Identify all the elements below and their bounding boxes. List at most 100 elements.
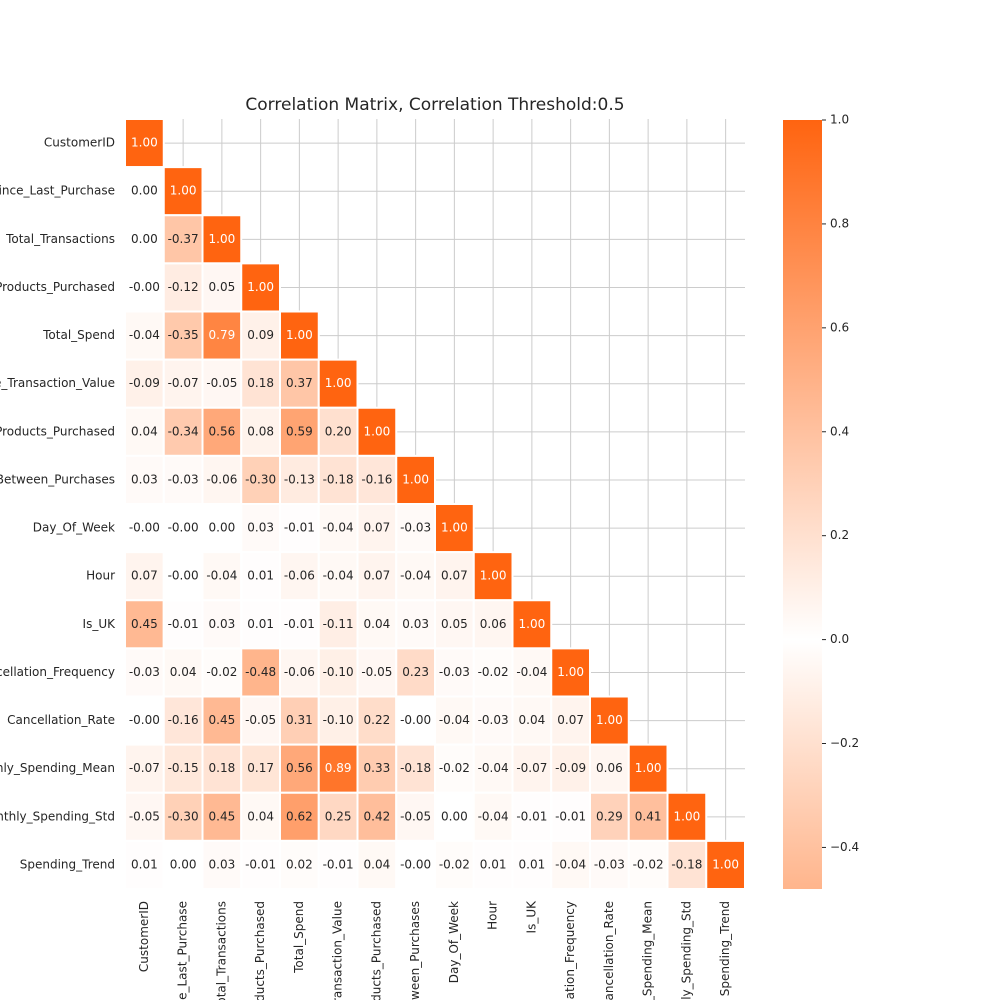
cell-label: -0.07 (168, 376, 199, 390)
cell-label: -0.01 (245, 857, 276, 871)
x-tick-label: CustomerID (137, 901, 151, 972)
cell-label: -0.05 (400, 809, 431, 823)
cell-label: -0.07 (129, 761, 160, 775)
cell-label: 0.01 (247, 569, 274, 583)
y-tick-label: Days_Since_Last_Purchase (0, 184, 115, 198)
cell-label: 0.07 (131, 569, 158, 583)
cell-label: 1.00 (402, 472, 429, 486)
heatmap-cell (395, 839, 436, 890)
cell-label: 0.18 (209, 761, 236, 775)
heatmap-cell (434, 695, 475, 746)
cell-label: -0.01 (323, 857, 354, 871)
x-tick-label: Cancellation_Frequency (563, 901, 577, 1000)
cell-label: 0.20 (325, 424, 352, 438)
heatmap-cell (550, 839, 591, 890)
cell-label: 0.45 (209, 713, 236, 727)
cell-label: -0.01 (555, 809, 586, 823)
heatmap-cell (201, 503, 243, 554)
heatmap-cell (162, 262, 204, 313)
cell-label: 0.07 (441, 569, 468, 583)
cell-label: 0.17 (247, 761, 274, 775)
heatmap-cell (124, 310, 165, 361)
cell-label: 0.89 (325, 761, 352, 775)
cell-label: -0.35 (168, 328, 199, 342)
cell-label: 0.05 (441, 617, 468, 631)
y-tick-label: Total_Transactions (5, 232, 115, 246)
heatmap-cell (201, 551, 243, 602)
cell-label: 1.00 (480, 569, 507, 583)
cell-label: -0.13 (284, 472, 315, 486)
heatmap-cell (434, 743, 475, 794)
heatmap-cell (550, 647, 591, 698)
cell-label: -0.37 (168, 232, 199, 246)
cell-label: -0.03 (439, 665, 470, 679)
cell-label: -0.02 (206, 665, 237, 679)
cell-label: 0.04 (519, 713, 546, 727)
cell-label: 1.00 (364, 424, 391, 438)
cell-label: 1.00 (519, 617, 546, 631)
colorbar-tick-label: 0.2 (830, 528, 849, 542)
heatmap-cell (162, 839, 204, 890)
heatmap-cell (201, 214, 243, 265)
x-tick-label: Day_Of_Week (447, 901, 461, 983)
cell-label: 1.00 (635, 761, 662, 775)
heatmap-cell (472, 551, 514, 602)
cell-label: -0.01 (168, 617, 199, 631)
heatmap-cell (124, 599, 165, 650)
heatmap-cell (124, 551, 165, 602)
cell-label: 0.33 (364, 761, 391, 775)
cell-label: 0.56 (209, 424, 236, 438)
cell-label: -0.16 (361, 472, 392, 486)
cell-label: -0.11 (323, 617, 354, 631)
cell-label: -0.05 (361, 665, 392, 679)
cell-label: 0.00 (441, 809, 468, 823)
cell-label: -0.00 (168, 569, 199, 583)
heatmap-cell (162, 743, 204, 794)
cell-label: 0.09 (247, 328, 274, 342)
cell-label: 1.00 (441, 521, 468, 535)
cell-label: -0.04 (478, 761, 509, 775)
cell-label: -0.01 (284, 521, 315, 535)
heatmap-cell (356, 791, 398, 842)
cell-label: -0.00 (129, 280, 160, 294)
chart-title: Correlation Matrix, Correlation Threshol… (245, 95, 624, 115)
cell-label: 0.25 (325, 809, 352, 823)
cell-label: -0.00 (168, 521, 199, 535)
heatmap-cell (317, 454, 359, 505)
heatmap-cell (589, 695, 630, 746)
cell-label: 0.07 (364, 521, 391, 535)
cell-label: -0.05 (129, 809, 160, 823)
cell-label: -0.04 (323, 521, 354, 535)
cell-label: 0.08 (247, 424, 274, 438)
cell-label: -0.00 (129, 713, 160, 727)
cell-label: 0.56 (286, 761, 313, 775)
cell-label: -0.06 (206, 472, 237, 486)
y-tick-label: Average_Transaction_Value (0, 376, 115, 390)
heatmap-cell (317, 839, 359, 890)
heatmap-cell (434, 839, 475, 890)
cell-label: -0.09 (129, 376, 160, 390)
y-tick-label: CustomerID (44, 136, 115, 150)
cell-label: -0.12 (168, 280, 199, 294)
colorbar-tick-label: 0.8 (830, 216, 849, 230)
cell-label: 0.31 (286, 713, 313, 727)
cell-label: 1.00 (286, 328, 313, 342)
cell-label: -0.05 (245, 713, 276, 727)
cell-label: 0.03 (247, 521, 274, 535)
y-tick-label: Monthly_Spending_Std (0, 809, 115, 823)
heatmap-cell (279, 839, 320, 890)
cell-label: 1.00 (131, 136, 158, 150)
cell-label: 0.22 (364, 713, 391, 727)
heatmap-cell (124, 166, 165, 217)
cell-label: -0.04 (206, 569, 237, 583)
x-tick-label: Unique_Products_Purchased (369, 901, 383, 1000)
heatmap-cell (201, 839, 243, 890)
cell-label: 0.00 (131, 184, 158, 198)
cell-label: -0.02 (633, 857, 664, 871)
x-tick-label: Hour (486, 901, 500, 930)
cell-label: 0.01 (480, 857, 507, 871)
heatmap-cell (589, 839, 630, 890)
cell-label: -0.34 (168, 424, 199, 438)
cell-label: -0.30 (168, 809, 199, 823)
